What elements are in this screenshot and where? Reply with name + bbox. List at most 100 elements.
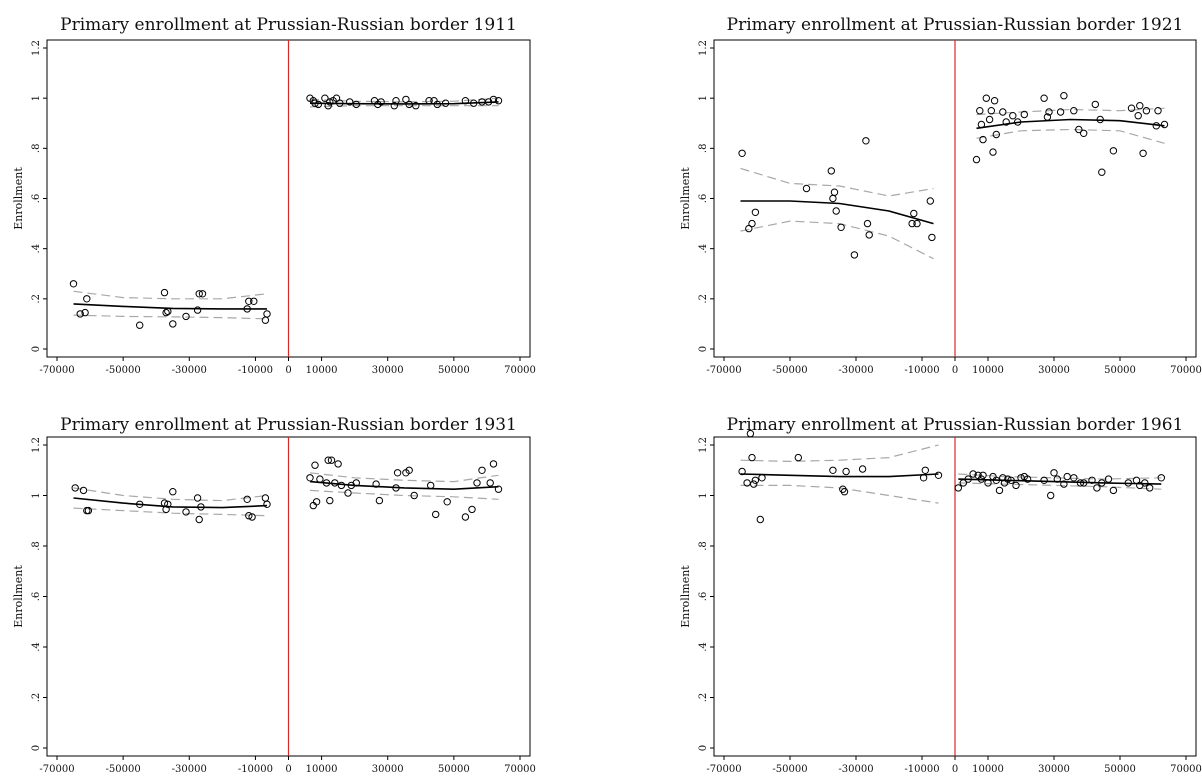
y-tick-label: .4	[698, 244, 709, 254]
data-point	[1109, 147, 1118, 155]
data-point	[746, 429, 755, 438]
data-point	[748, 219, 756, 228]
data-point	[969, 470, 977, 478]
x-tick-label: 50000	[1104, 365, 1136, 376]
data-point	[995, 486, 1004, 495]
data-point	[263, 310, 271, 318]
data-point	[245, 297, 253, 305]
y-tick-label: .4	[31, 244, 42, 254]
chart-panel-2: Primary enrollment at Prussian-Russian b…	[679, 15, 1202, 376]
data-point	[1141, 479, 1149, 487]
data-point	[195, 515, 203, 524]
y-tick-label: .8	[698, 144, 709, 154]
data-point	[1139, 149, 1147, 158]
x-tick-label: 10000	[972, 764, 1004, 775]
chart-title: Primary enrollment at Prussian-Russian b…	[727, 415, 1184, 435]
data-point	[987, 107, 995, 115]
y-tick-label: .6	[698, 592, 709, 602]
data-point	[1091, 100, 1100, 109]
y-tick-label: 1	[698, 492, 709, 498]
data-point	[352, 100, 360, 109]
data-point	[921, 466, 929, 474]
x-tick-label: 70000	[504, 764, 536, 775]
data-point	[261, 316, 270, 324]
data-point	[1152, 122, 1161, 130]
data-point	[489, 460, 498, 468]
data-point	[79, 486, 88, 495]
data-point	[197, 503, 205, 511]
y-tick-label: .2	[698, 294, 709, 304]
data-point	[243, 305, 251, 313]
x-tick-label: 70000	[1170, 365, 1202, 376]
data-point	[926, 197, 934, 205]
ci-lower-line	[73, 507, 268, 517]
data-point	[1098, 168, 1106, 176]
data-point	[182, 508, 190, 516]
data-point	[1154, 107, 1162, 115]
x-tick-label: -70000	[706, 764, 741, 775]
data-point	[990, 97, 999, 105]
ci-lower-line	[309, 489, 499, 500]
data-point	[1109, 486, 1118, 495]
data-point	[83, 295, 91, 303]
data-point	[959, 479, 967, 487]
data-point	[327, 456, 336, 464]
data-point	[322, 479, 331, 487]
data-point	[1157, 474, 1166, 482]
x-tick-label: -50000	[106, 764, 141, 775]
data-point	[1040, 476, 1048, 484]
data-point	[1127, 104, 1136, 112]
data-point	[321, 94, 329, 102]
data-point	[1093, 484, 1101, 492]
y-tick-label: 1.2	[698, 437, 709, 453]
data-point	[837, 223, 845, 232]
data-point	[827, 167, 835, 175]
data-point	[1080, 479, 1088, 487]
data-point	[314, 100, 322, 109]
fit-line	[309, 480, 499, 491]
data-point	[919, 474, 928, 482]
data-point	[332, 94, 341, 102]
ci-upper-line	[740, 167, 934, 197]
x-tick-label: -10000	[904, 764, 939, 775]
y-tick-label: 1.2	[31, 437, 42, 453]
data-point	[1104, 475, 1113, 483]
data-point	[979, 135, 987, 144]
chart-panel-3: Primary enrollment at Prussian-Russian b…	[12, 415, 536, 775]
data-point	[169, 488, 177, 496]
ci-upper-line	[958, 473, 1162, 480]
data-point	[1007, 476, 1015, 484]
data-point	[470, 99, 478, 107]
data-point	[243, 495, 251, 503]
data-point	[954, 484, 962, 492]
data-point	[850, 251, 859, 259]
data-point	[982, 94, 990, 102]
ci-upper-line	[740, 444, 939, 463]
y-tick-label: 1	[31, 492, 42, 498]
x-tick-label: 30000	[372, 365, 404, 376]
y-tick-label: .2	[698, 693, 709, 703]
y-axis-label: Enrollment	[12, 167, 25, 230]
data-point	[352, 479, 360, 487]
x-tick-label: -50000	[106, 365, 141, 376]
data-point	[992, 476, 1000, 484]
chart-title: Primary enrollment at Prussian-Russian b…	[60, 415, 517, 435]
x-tick-label: -70000	[39, 764, 74, 775]
data-point	[344, 489, 352, 497]
data-point	[193, 494, 202, 502]
data-point	[489, 95, 498, 104]
data-point	[842, 467, 850, 476]
data-point	[913, 219, 921, 228]
data-point	[76, 310, 84, 318]
data-point	[478, 466, 486, 474]
data-point	[390, 102, 398, 110]
data-point	[989, 148, 997, 156]
data-point	[984, 479, 992, 487]
data-point	[461, 97, 470, 105]
data-point	[910, 209, 918, 218]
data-point	[1075, 125, 1083, 134]
y-tick-label: 0	[698, 745, 709, 751]
data-point	[1023, 475, 1032, 483]
data-point	[858, 465, 867, 473]
